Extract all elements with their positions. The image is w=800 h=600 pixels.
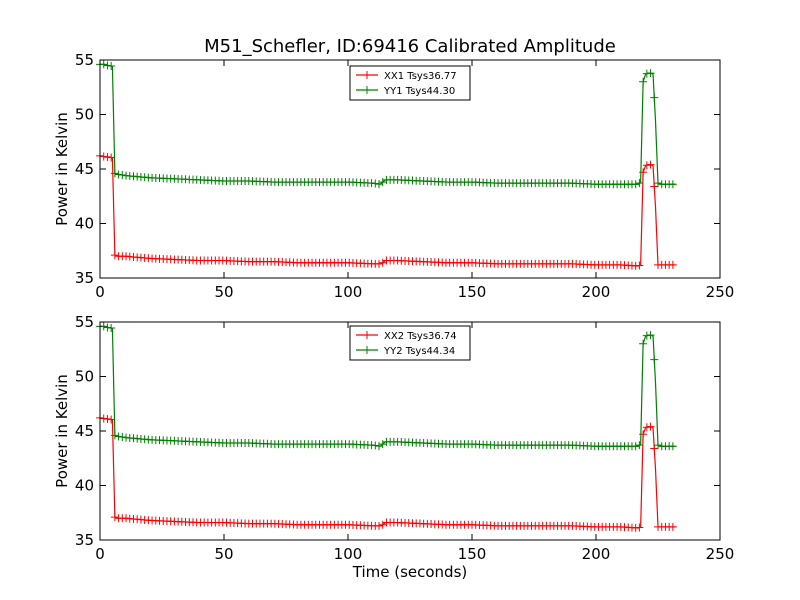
y-tick-label: 40 xyxy=(75,215,94,233)
y-tick-label: 50 xyxy=(75,368,94,386)
data-point-marker xyxy=(635,179,644,188)
data-point-marker xyxy=(650,355,659,364)
data-point-marker xyxy=(110,251,119,260)
data-point-marker xyxy=(114,432,123,441)
legend: XX2 Tsys36.74 YY2 Tsys44.34 xyxy=(349,325,471,361)
y-tick-label: 45 xyxy=(75,422,94,440)
y-axis-label: Power in Kelvin xyxy=(53,374,71,488)
data-point-marker xyxy=(650,93,659,102)
series-1 xyxy=(96,413,677,532)
data-point-marker xyxy=(107,415,116,424)
y-tick-label: 35 xyxy=(75,269,94,287)
y-tick-label: 35 xyxy=(75,531,94,549)
data-point-marker xyxy=(375,521,383,530)
x-tick-label: 0 xyxy=(95,283,105,301)
data-point-marker xyxy=(110,513,119,522)
data-point-marker xyxy=(99,414,108,423)
data-point-marker xyxy=(99,152,108,161)
chart-panel-1: 0 50 100 150 200 250 35 40 45 50 55 M51_Schefler, I… xyxy=(53,36,734,301)
data-point-marker xyxy=(99,322,108,331)
legend-box xyxy=(349,65,471,101)
x-tick-label: 100 xyxy=(334,545,363,563)
x-tick-label: 150 xyxy=(458,283,487,301)
data-point-marker xyxy=(371,179,380,188)
legend-entry-label: YY1 Tsys44.30 xyxy=(383,86,455,97)
legend: XX1 Tsys36.77 YY1 Tsys44.30 xyxy=(349,65,471,101)
y-axis-label: Power in Kelvin xyxy=(53,112,71,226)
data-point-marker xyxy=(107,61,116,70)
y-tick-label: 45 xyxy=(75,160,94,178)
data-point-marker xyxy=(631,442,640,451)
data-point-marker xyxy=(110,431,119,440)
x-tick-label: 200 xyxy=(582,545,611,563)
data-point-marker xyxy=(118,433,127,441)
legend-swatch-marker xyxy=(363,86,371,94)
data-point-marker xyxy=(668,522,677,531)
y-tick-label: 55 xyxy=(75,51,94,69)
data-point-marker xyxy=(631,180,640,189)
series-1 xyxy=(96,151,677,270)
x-axis-label: Time (seconds) xyxy=(352,563,468,581)
data-point-marker xyxy=(114,170,123,179)
data-point-marker xyxy=(639,77,648,86)
legend-entry-label: YY2 Tsys44.34 xyxy=(383,346,455,357)
data-point-marker xyxy=(646,422,655,431)
data-point-marker xyxy=(99,60,108,69)
data-point-marker xyxy=(118,170,127,179)
series-2 xyxy=(96,60,677,189)
legend-entry-label: XX1 Tsys36.77 xyxy=(384,71,457,82)
chart-title: M51_Schefler, ID:69416 Calibrated Amplit… xyxy=(204,36,616,57)
series-2 xyxy=(96,322,677,451)
data-point-marker xyxy=(650,182,659,191)
x-tick-label: 50 xyxy=(214,545,233,563)
x-tick-label: 100 xyxy=(334,283,363,301)
data-point-marker xyxy=(642,69,651,78)
data-point-marker xyxy=(639,339,648,348)
x-tick-label: 0 xyxy=(95,545,105,563)
legend-swatch-marker xyxy=(363,346,371,354)
y-tick-label: 40 xyxy=(75,477,94,495)
legend-swatch-marker xyxy=(363,71,371,79)
data-point-marker xyxy=(103,153,112,162)
data-point-marker xyxy=(642,423,651,432)
x-tick-label: 50 xyxy=(214,283,233,301)
data-point-marker xyxy=(635,523,644,532)
data-point-marker xyxy=(635,441,644,450)
chart-panel-2: 0 50 100 150 200 250 35 40 45 50 55 Power in Kelvin… xyxy=(53,313,734,581)
data-point-marker xyxy=(668,260,677,269)
legend-box xyxy=(349,325,471,361)
data-point-marker xyxy=(371,441,380,450)
x-tick-label: 250 xyxy=(706,545,735,563)
data-point-marker xyxy=(654,441,662,450)
data-point-marker xyxy=(375,180,383,189)
y-tick-label: 50 xyxy=(75,106,94,124)
data-point-marker xyxy=(642,331,651,340)
data-point-marker xyxy=(375,259,383,268)
legend-entry-label: XX2 Tsys36.74 xyxy=(384,331,457,342)
data-point-marker xyxy=(650,444,659,453)
data-point-marker xyxy=(103,323,112,332)
data-point-marker xyxy=(642,161,651,170)
x-tick-label: 150 xyxy=(458,545,487,563)
legend-swatch-marker xyxy=(363,331,371,339)
data-point-marker xyxy=(110,169,119,178)
data-point-marker xyxy=(646,160,655,169)
x-tick-label: 250 xyxy=(706,283,735,301)
y-tick-label: 55 xyxy=(75,313,94,331)
data-point-marker xyxy=(646,69,655,78)
data-point-marker xyxy=(668,442,677,451)
data-point-marker xyxy=(646,331,655,340)
data-point-marker xyxy=(103,415,112,424)
data-point-marker xyxy=(103,61,112,70)
data-point-marker xyxy=(668,180,677,189)
x-tick-label: 200 xyxy=(582,283,611,301)
data-point-marker xyxy=(107,324,116,332)
data-point-marker xyxy=(654,179,662,188)
data-point-marker xyxy=(107,153,116,162)
data-point-marker xyxy=(635,261,644,270)
data-point-marker xyxy=(375,442,383,451)
